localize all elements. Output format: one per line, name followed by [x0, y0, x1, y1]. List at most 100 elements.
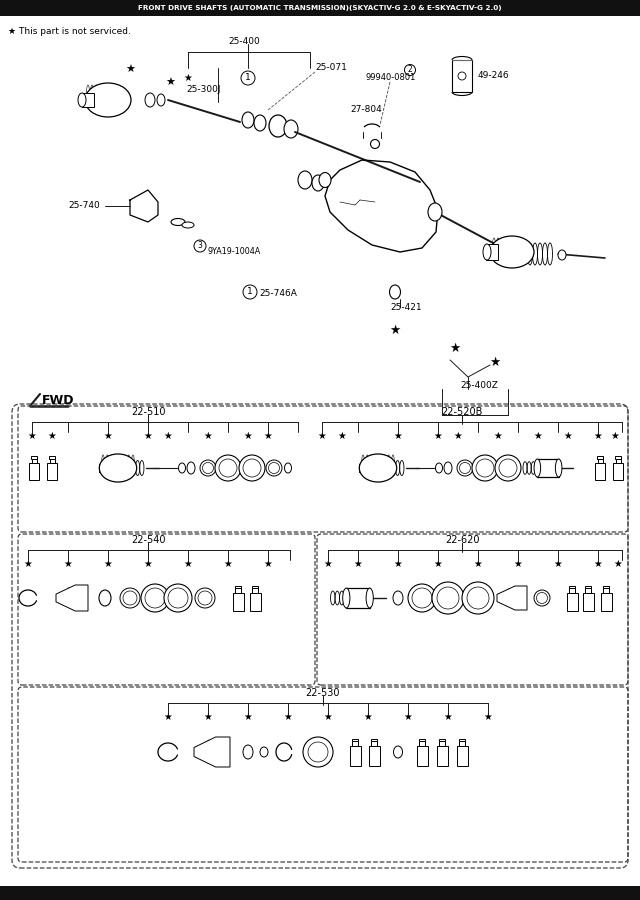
Ellipse shape [359, 454, 397, 482]
Text: ★: ★ [204, 712, 212, 722]
Text: 22-620: 22-620 [445, 535, 479, 545]
Bar [603, 586, 609, 588]
Text: ★: ★ [164, 712, 172, 722]
Bar [566, 593, 577, 611]
Ellipse shape [393, 591, 403, 605]
Bar [232, 593, 243, 611]
Polygon shape [497, 586, 527, 610]
Bar [47, 464, 57, 480]
Text: ★: ★ [493, 431, 502, 441]
Bar [582, 593, 593, 611]
Ellipse shape [556, 459, 562, 477]
Ellipse shape [435, 463, 442, 473]
Bar [486, 244, 498, 260]
Bar [585, 588, 591, 593]
Bar [459, 739, 465, 742]
Ellipse shape [78, 93, 86, 107]
Ellipse shape [99, 454, 137, 482]
Ellipse shape [168, 588, 188, 608]
Text: ★ This part is not serviced.: ★ This part is not serviced. [8, 28, 131, 37]
Bar [369, 746, 380, 766]
Bar [49, 456, 55, 459]
Text: 25-400Z: 25-400Z [460, 382, 498, 391]
Bar [235, 586, 241, 588]
Ellipse shape [476, 459, 494, 477]
Text: 25-300J: 25-300J [186, 86, 221, 94]
Ellipse shape [428, 203, 442, 221]
Ellipse shape [558, 250, 566, 260]
Text: ★: ★ [164, 431, 172, 441]
Text: ★: ★ [434, 431, 442, 441]
Ellipse shape [412, 588, 432, 608]
Text: 49-246: 49-246 [478, 71, 509, 80]
Text: ★: ★ [125, 65, 135, 75]
Bar [436, 746, 447, 766]
Text: 25-746A: 25-746A [259, 290, 297, 299]
Bar [49, 459, 54, 464]
Ellipse shape [467, 587, 489, 609]
Ellipse shape [495, 455, 521, 481]
Ellipse shape [408, 584, 436, 612]
Text: ★: ★ [514, 559, 522, 569]
Ellipse shape [499, 459, 517, 477]
Ellipse shape [202, 463, 214, 473]
Text: ★: ★ [24, 559, 33, 569]
Ellipse shape [490, 236, 534, 268]
Bar [600, 593, 611, 611]
Ellipse shape [145, 588, 165, 608]
Ellipse shape [483, 244, 491, 260]
Text: 1: 1 [245, 74, 251, 83]
Ellipse shape [534, 590, 550, 606]
Ellipse shape [215, 455, 241, 481]
Text: ★: ★ [594, 431, 602, 441]
Text: ★: ★ [47, 431, 56, 441]
Ellipse shape [536, 592, 547, 604]
Text: ★: ★ [324, 712, 332, 722]
Text: ★: ★ [614, 559, 622, 569]
Text: 25-400: 25-400 [228, 38, 260, 47]
Text: ★: ★ [484, 712, 492, 722]
Bar [250, 593, 260, 611]
Text: ★: ★ [364, 712, 372, 722]
Ellipse shape [179, 463, 186, 473]
Text: ★: ★ [554, 559, 563, 569]
Text: ★: ★ [244, 431, 252, 441]
Ellipse shape [371, 140, 380, 148]
Bar [452, 60, 472, 92]
Ellipse shape [239, 455, 265, 481]
Bar [569, 586, 575, 588]
Polygon shape [194, 737, 230, 767]
Text: 9YA19-1004A: 9YA19-1004A [208, 248, 261, 256]
Ellipse shape [141, 584, 169, 612]
Text: ★: ★ [454, 431, 462, 441]
Ellipse shape [99, 590, 111, 606]
Ellipse shape [243, 745, 253, 759]
Bar [419, 739, 426, 742]
Text: ★: ★ [394, 559, 403, 569]
Text: ★: ★ [223, 559, 232, 569]
Text: ★: ★ [143, 559, 152, 569]
Ellipse shape [269, 463, 280, 473]
Ellipse shape [366, 588, 373, 608]
Ellipse shape [444, 462, 452, 474]
Text: ★: ★ [611, 431, 620, 441]
Ellipse shape [195, 588, 215, 608]
Bar [597, 456, 603, 459]
Text: ★: ★ [184, 73, 193, 83]
Bar [0, 0, 640, 16]
Bar [460, 742, 465, 746]
Ellipse shape [319, 173, 331, 187]
Bar [236, 588, 241, 593]
Ellipse shape [219, 459, 237, 477]
Text: ★: ★ [244, 712, 252, 722]
Text: ★: ★ [394, 431, 403, 441]
Ellipse shape [85, 83, 131, 117]
Bar [371, 739, 378, 742]
Ellipse shape [462, 582, 494, 614]
Text: 99940-0801: 99940-0801 [365, 74, 415, 83]
Bar [439, 742, 445, 746]
Bar [31, 456, 37, 459]
Bar [598, 459, 602, 464]
Ellipse shape [171, 219, 185, 226]
Ellipse shape [303, 737, 333, 767]
